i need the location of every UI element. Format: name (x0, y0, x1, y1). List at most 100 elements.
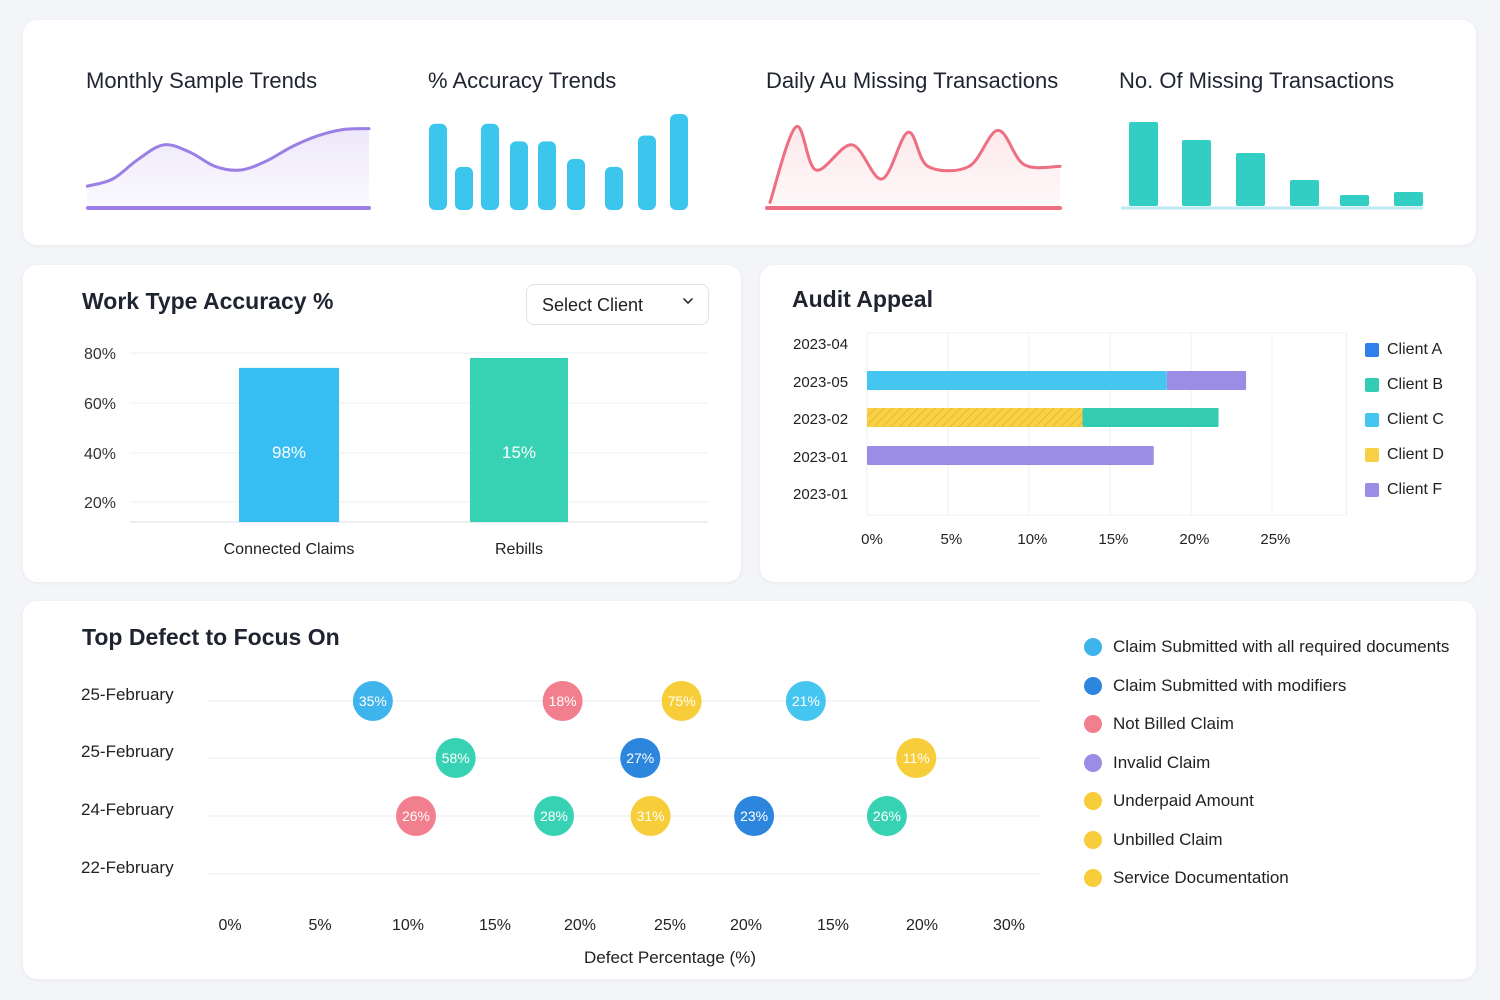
accuracy-trends-chart (429, 113, 688, 210)
legend-item: Underpaid Amount (1084, 791, 1254, 811)
defect-point-label: 23% (740, 808, 768, 824)
legend-swatch (1365, 448, 1379, 462)
legend-item: Unbilled Claim (1084, 830, 1223, 850)
y-tick-label: 20% (84, 495, 116, 512)
select-client-label: Select Client (542, 295, 644, 315)
trend-line (86, 127, 371, 188)
top-defect-card (23, 601, 1476, 979)
x-tick-label: 20% (730, 917, 762, 934)
work-type-accuracy-chart: 80% 60% 40% 20% 98% Connected Claims 15% Rebill… (84, 346, 708, 558)
legend-item: Client F (1365, 481, 1442, 499)
y-category-label: 25-February (81, 685, 174, 704)
defect-point-label: 18% (549, 693, 577, 709)
legend-label: Client F (1387, 481, 1443, 498)
x-tick-label: 20% (564, 917, 596, 934)
x-tick-label: 25% (1260, 531, 1290, 548)
legend-item: Client D (1365, 446, 1444, 464)
trend-bar-2 (455, 166, 473, 210)
defect-point (620, 738, 661, 778)
legend-item: Service Documentation (1084, 868, 1289, 888)
legend-swatch (1084, 638, 1102, 656)
y-tick-label: 80% (84, 346, 116, 363)
legend-swatch (1084, 753, 1102, 772)
x-category-label: Connected Claims (224, 541, 355, 558)
defect-point-label: 11% (903, 750, 930, 766)
y-tick-label: 40% (84, 446, 116, 463)
defect-point-label: 26% (402, 808, 430, 824)
trend-bar-8 (638, 135, 656, 210)
select-client-dropdown[interactable]: Select Client (526, 284, 709, 325)
legend-item: Client A (1365, 341, 1442, 359)
count-bar-5 (1340, 195, 1369, 206)
y-category-label: 2023-01 (793, 486, 848, 503)
count-bar-3 (1236, 153, 1265, 206)
legend-label: Underpaid Amount (1113, 791, 1254, 810)
legend-label: Claim Submitted with modifiers (1113, 675, 1347, 695)
defect-point (352, 681, 393, 721)
trend-bar-6 (567, 159, 585, 210)
y-category-label: 24-February (81, 800, 174, 819)
defect-point-label: 21% (792, 693, 820, 709)
monthly-sample-trends-chart (86, 127, 371, 210)
legend-label: Client B (1387, 376, 1444, 393)
trend-bar-4 (510, 141, 528, 210)
x-tick-label: 5% (941, 531, 963, 548)
x-tick-label: 20% (1179, 531, 1209, 548)
trend-bar-3 (481, 123, 499, 210)
audit-appeal-title: Audit Appeal (792, 286, 933, 312)
chevron-down-icon (683, 298, 693, 304)
y-category-label: 2023-01 (793, 449, 848, 466)
accuracy-trends-title: % Accuracy Trends (428, 68, 617, 93)
defect-point-label: 75% (668, 693, 696, 709)
x-tick-label: 10% (392, 917, 424, 934)
legend-item: Not Billed Claim (1084, 714, 1234, 734)
count-bar-1 (1129, 122, 1158, 206)
legend-item: Invalid Claim (1084, 753, 1210, 773)
x-tick-label: 15% (479, 917, 511, 934)
defect-point (435, 738, 476, 778)
legend-label: Not Billed Claim (1113, 714, 1234, 733)
defect-point (866, 796, 907, 836)
x-category-label: Rebills (495, 541, 543, 558)
audit-bar-segment (867, 408, 1083, 427)
legend-swatch (1084, 830, 1102, 849)
legend-item: Client B (1365, 376, 1443, 394)
y-category-label: 2023-05 (793, 374, 848, 391)
legend-swatch (1084, 715, 1102, 733)
legend-swatch (1365, 343, 1379, 357)
x-tick-label: 15% (1098, 531, 1128, 548)
legend-label: Unbilled Claim (1113, 829, 1223, 849)
x-tick-label: 30% (993, 917, 1025, 934)
defect-point (534, 796, 574, 836)
legend-swatch (1365, 413, 1379, 427)
defect-point (396, 796, 436, 836)
legend-swatch (1365, 483, 1379, 497)
defect-point (896, 738, 937, 778)
legend-swatch (1084, 792, 1102, 810)
top-defect-chart: 25-February 25-February 24-February 22-Febr… (81, 681, 1040, 967)
defect-point (661, 681, 702, 721)
trend-bar-7 (605, 166, 623, 210)
top-defect-title: Top Defect to Focus On (82, 624, 340, 650)
defect-point-label: 58% (442, 750, 470, 766)
y-category-label: 2023-04 (793, 336, 848, 353)
monthly-sample-trends-title: Monthly Sample Trends (86, 68, 318, 93)
y-category-label: 2023-02 (793, 411, 848, 428)
legend-label: Service Documentation (1113, 868, 1289, 887)
count-bar-4 (1290, 180, 1319, 206)
defect-point (785, 681, 826, 721)
audit-appeal-chart: 2023-04 2023-05 2023-02 2023-01 2023-01 0% 5% 1… (793, 332, 1348, 548)
audit-bar-segment (1166, 371, 1247, 390)
y-category-label: 25-February (81, 742, 174, 761)
bar-data-label: 15% (502, 443, 536, 462)
x-tick-label: 0% (218, 917, 241, 934)
daily-line (768, 125, 1062, 204)
y-category-label: 22-February (81, 858, 174, 877)
missing-transactions-count-chart (1121, 122, 1423, 210)
defect-point-label: 35% (359, 693, 387, 709)
trend-bar-1 (429, 123, 447, 210)
legend-label: Client A (1387, 341, 1443, 358)
defect-point-label: 26% (873, 808, 901, 824)
audit-bar-segment (1082, 408, 1219, 427)
accuracy-bar-1 (239, 367, 339, 522)
